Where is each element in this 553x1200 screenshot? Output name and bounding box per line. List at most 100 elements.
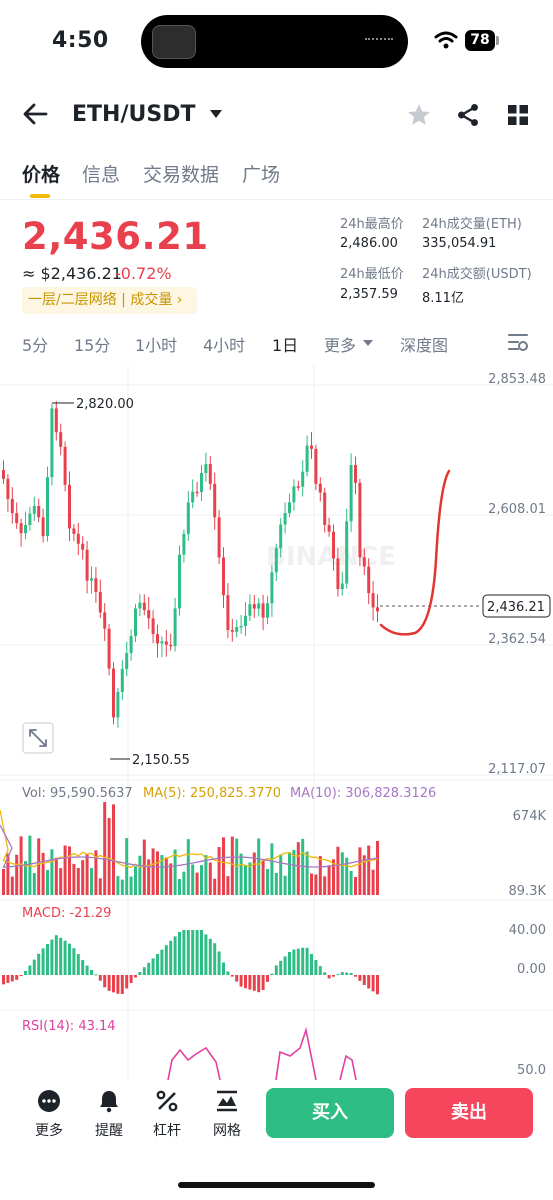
macd-bar (266, 975, 269, 982)
volume-bar (46, 869, 49, 895)
candle-body (217, 517, 221, 558)
volume-bar (41, 852, 45, 895)
volume-bar (336, 846, 340, 895)
volume-bar (261, 860, 265, 895)
volume-bar (248, 862, 252, 895)
alert-button[interactable]: 提醒 (84, 1089, 134, 1139)
bell-icon (100, 1091, 118, 1113)
macd-bar (19, 975, 23, 976)
volume-bar (314, 874, 318, 895)
candle-body (6, 478, 10, 499)
sell-button[interactable]: 卖出 (405, 1088, 533, 1138)
grid-trading-button[interactable]: 网格 (202, 1089, 252, 1139)
tab-square[interactable]: 广场 (242, 164, 281, 186)
candle-body (134, 608, 137, 637)
active-tab-indicator (30, 194, 50, 198)
macd-bar (305, 947, 309, 975)
bottom-action-bar: 更多 提醒 杠杆 网格 买入 卖出 (0, 1080, 553, 1200)
volume-bar (292, 849, 296, 895)
volume-bar (213, 878, 217, 895)
candle-body (142, 602, 146, 611)
macd-bar (257, 975, 261, 993)
trading-pair-title[interactable]: ETH/USDT (72, 102, 196, 127)
macd-bar (230, 975, 234, 977)
tab-trading-data[interactable]: 交易数据 (143, 164, 220, 186)
layout-grid-icon[interactable] (506, 103, 530, 127)
expand-chart-icon[interactable] (22, 722, 54, 754)
caret-down-icon[interactable] (362, 338, 374, 348)
alert-label: 提醒 (95, 1123, 123, 1139)
share-icon[interactable] (455, 102, 481, 128)
rsi-label: RSI(14): 43.14 (22, 1019, 116, 1034)
volume-bar (257, 838, 261, 895)
candle-body (257, 603, 261, 609)
interval-1d[interactable]: 1日 (272, 336, 299, 355)
candle-body (195, 491, 199, 494)
macd-bar (142, 967, 146, 975)
category-badge[interactable]: 一层/二层网络 | 成交量 › (22, 287, 197, 314)
candle-body (147, 610, 151, 619)
candle-body (266, 603, 269, 618)
candle-body (235, 626, 239, 632)
vol-axis-top: 674K (513, 809, 547, 824)
last-price-tag-label: 2,436.21 (487, 600, 545, 615)
macd-bar (371, 975, 375, 992)
chart-gridlines (0, 365, 553, 1080)
volume-bar (191, 864, 195, 895)
volume-bar (94, 850, 98, 895)
volume-bar (274, 872, 278, 895)
macd-bar (164, 945, 168, 975)
macd-bar (283, 956, 287, 975)
volume-bar (349, 870, 353, 895)
macd-bar (50, 939, 54, 975)
last-price: 2,436.21 (22, 215, 209, 258)
interval-15m[interactable]: 15分 (74, 336, 111, 355)
volume-bar (244, 864, 247, 895)
macd-bar (129, 975, 133, 983)
candle-body (332, 531, 335, 559)
chevron-down-icon[interactable] (210, 110, 222, 118)
interval-more[interactable]: 更多 (324, 336, 357, 355)
back-arrow-icon[interactable] (22, 102, 48, 126)
star-icon[interactable] (406, 102, 432, 128)
interval-5m[interactable]: 5分 (22, 336, 49, 355)
candle-body (129, 636, 133, 654)
candle-body (244, 615, 247, 627)
grid-trading-label: 网格 (213, 1123, 241, 1139)
macd-bar (103, 975, 107, 988)
candle-body (336, 558, 340, 590)
candle-body (323, 492, 327, 525)
kline-chart[interactable]: BINANCE 2,853.48 2,608.01 2,362.54 2,117… (0, 362, 553, 1080)
more-button[interactable]: 更多 (24, 1089, 74, 1139)
macd-bar (76, 954, 80, 975)
candle-body (15, 513, 19, 524)
interval-4h[interactable]: 4小时 (203, 336, 246, 355)
buy-button[interactable]: 买入 (266, 1088, 394, 1138)
macd-bar (81, 959, 85, 975)
candle-body (367, 566, 371, 594)
candle-body (28, 513, 32, 525)
stat-vol-usdt-label: 24h成交额(USDT) (422, 267, 532, 282)
vol-axis-bottom: 89.3K (509, 884, 547, 899)
macd-bar (318, 966, 322, 975)
interval-1h[interactable]: 1小时 (135, 336, 178, 355)
volume-bar (169, 863, 173, 895)
macd-bar (270, 973, 274, 975)
status-bar: 4:50 78 (0, 0, 553, 85)
stat-low-value: 2,357.59 (340, 287, 398, 302)
candle-body (125, 653, 129, 669)
stat-vol-eth-value: 335,054.91 (422, 236, 497, 251)
volume-bar (90, 868, 93, 895)
volume-bar (76, 867, 80, 895)
chart-settings-icon[interactable] (507, 332, 529, 352)
macd-bar (261, 975, 265, 991)
volume-bar (59, 868, 63, 895)
tab-price[interactable]: 价格 (22, 164, 61, 186)
tab-info[interactable]: 信息 (82, 164, 121, 186)
macd-bar (340, 972, 344, 975)
interval-depth[interactable]: 深度图 (400, 336, 449, 355)
candle-body (164, 641, 168, 645)
candle-body (37, 506, 41, 518)
leverage-button[interactable]: 杠杆 (142, 1089, 192, 1139)
candle-body (76, 533, 80, 544)
